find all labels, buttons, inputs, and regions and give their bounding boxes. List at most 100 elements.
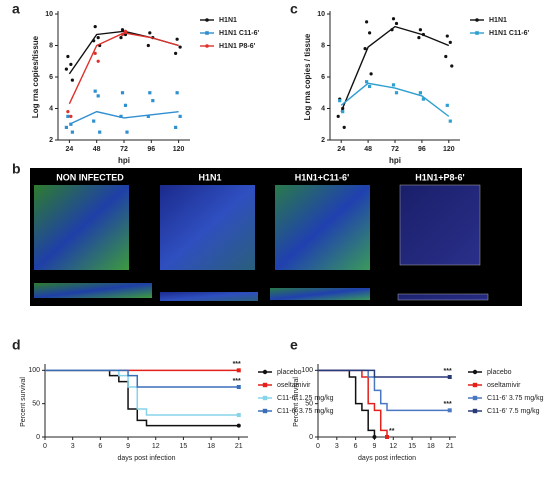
series-line bbox=[69, 110, 179, 125]
data-point bbox=[66, 54, 70, 59]
data-point bbox=[96, 36, 100, 40]
legend-label: C11-6' 1.25 mg/kg bbox=[277, 395, 334, 402]
data-point bbox=[96, 59, 100, 63]
legend-label: H1N1 bbox=[489, 17, 507, 24]
x-tick-label: 3 bbox=[71, 443, 75, 450]
x-tick-label: 72 bbox=[120, 146, 128, 153]
data-point bbox=[93, 89, 97, 93]
x-tick-label: 3 bbox=[335, 443, 339, 450]
data-point bbox=[66, 110, 70, 114]
data-point bbox=[66, 114, 70, 118]
legend-marker bbox=[472, 408, 478, 414]
y-tick-label: 10 bbox=[317, 11, 325, 18]
y-tick-label: 100 bbox=[28, 367, 40, 374]
significance-label: *** bbox=[233, 361, 241, 368]
y-tick-label: 50 bbox=[32, 401, 40, 408]
data-point bbox=[175, 91, 179, 95]
data-point bbox=[417, 36, 421, 40]
y-tick-label: 4 bbox=[321, 105, 325, 112]
data-point bbox=[178, 114, 182, 118]
data-point bbox=[93, 25, 97, 29]
legend-label: H1N1 bbox=[219, 17, 237, 24]
x-tick-label: 15 bbox=[408, 443, 416, 450]
data-point bbox=[365, 20, 369, 24]
image-title: H1N1+C11-6' bbox=[295, 172, 349, 182]
cross-section bbox=[160, 292, 258, 301]
legend-label: oseltamivir bbox=[487, 382, 521, 389]
end-marker bbox=[236, 423, 241, 428]
micrograph bbox=[34, 185, 129, 270]
legend-marker bbox=[262, 395, 268, 401]
cross-section bbox=[397, 293, 489, 301]
legend-marker bbox=[262, 408, 268, 414]
series-line bbox=[68, 32, 179, 105]
panel-label: d bbox=[12, 337, 21, 353]
panel-label: b bbox=[12, 161, 21, 177]
end-marker bbox=[236, 385, 241, 389]
legend-marker bbox=[262, 369, 268, 375]
data-point bbox=[151, 99, 155, 103]
x-tick-label: 120 bbox=[443, 146, 455, 153]
y-tick-label: 0 bbox=[36, 434, 40, 441]
y-axis-title: Percent survival bbox=[20, 377, 27, 427]
survival-curve bbox=[318, 369, 376, 437]
data-point bbox=[119, 36, 123, 40]
legend-marker bbox=[205, 31, 209, 35]
legend-label: C11-6' 7.5 mg/kg bbox=[487, 408, 540, 415]
x-tick-label: 48 bbox=[93, 146, 101, 153]
x-tick-label: 9 bbox=[373, 443, 377, 450]
legend-marker bbox=[262, 382, 268, 388]
y-tick-label: 10 bbox=[45, 11, 53, 18]
image-title: H1N1+P8-6' bbox=[415, 172, 464, 182]
legend-marker bbox=[205, 18, 209, 22]
end-marker bbox=[372, 435, 377, 439]
end-marker bbox=[236, 413, 241, 417]
micrograph bbox=[399, 184, 481, 266]
data-point bbox=[119, 114, 123, 118]
data-point bbox=[175, 37, 179, 41]
data-point bbox=[69, 114, 73, 118]
legend-label: C11-6' 3.75 mg/kg bbox=[277, 408, 334, 415]
significance-label: *** bbox=[444, 368, 452, 375]
data-point bbox=[394, 91, 399, 95]
x-tick-label: 72 bbox=[391, 146, 399, 153]
y-tick-label: 50 bbox=[305, 401, 313, 408]
legend-label: H1N1 P8-6' bbox=[219, 43, 256, 50]
legend-marker bbox=[205, 44, 209, 48]
data-point bbox=[445, 34, 449, 38]
data-point bbox=[70, 78, 74, 82]
data-point bbox=[394, 21, 399, 26]
x-axis-title: hpi bbox=[118, 156, 130, 165]
series-line bbox=[340, 25, 450, 112]
data-point bbox=[64, 67, 68, 71]
data-point bbox=[93, 51, 97, 55]
image-title: H1N1 bbox=[198, 172, 221, 182]
end-marker bbox=[236, 368, 241, 373]
data-point bbox=[174, 51, 178, 55]
y-tick-label: 8 bbox=[49, 42, 53, 49]
image-title: NON INFECTED bbox=[56, 172, 124, 182]
x-tick-label: 12 bbox=[389, 443, 397, 450]
legend-marker bbox=[472, 382, 478, 388]
data-point bbox=[368, 84, 372, 89]
data-point bbox=[336, 114, 340, 118]
x-tick-label: 12 bbox=[152, 443, 160, 450]
y-tick-label: 6 bbox=[321, 74, 325, 81]
legend-marker bbox=[475, 18, 479, 22]
x-tick-label: 0 bbox=[43, 443, 47, 450]
y-axis-title: Percent survival bbox=[293, 377, 300, 427]
data-point bbox=[338, 99, 342, 103]
legend-marker bbox=[472, 395, 478, 401]
x-tick-label: 48 bbox=[364, 146, 372, 153]
legend-label: H1N1 C11-6' bbox=[489, 30, 530, 37]
data-point bbox=[64, 125, 68, 129]
data-point bbox=[369, 72, 373, 76]
panel-label: a bbox=[12, 1, 20, 17]
x-tick-label: 15 bbox=[180, 443, 188, 450]
survival-curve bbox=[318, 369, 388, 437]
survival-curve bbox=[45, 369, 239, 416]
data-point bbox=[418, 91, 422, 95]
x-tick-label: 21 bbox=[446, 443, 454, 450]
legend-marker bbox=[475, 31, 479, 35]
data-point bbox=[391, 83, 396, 87]
